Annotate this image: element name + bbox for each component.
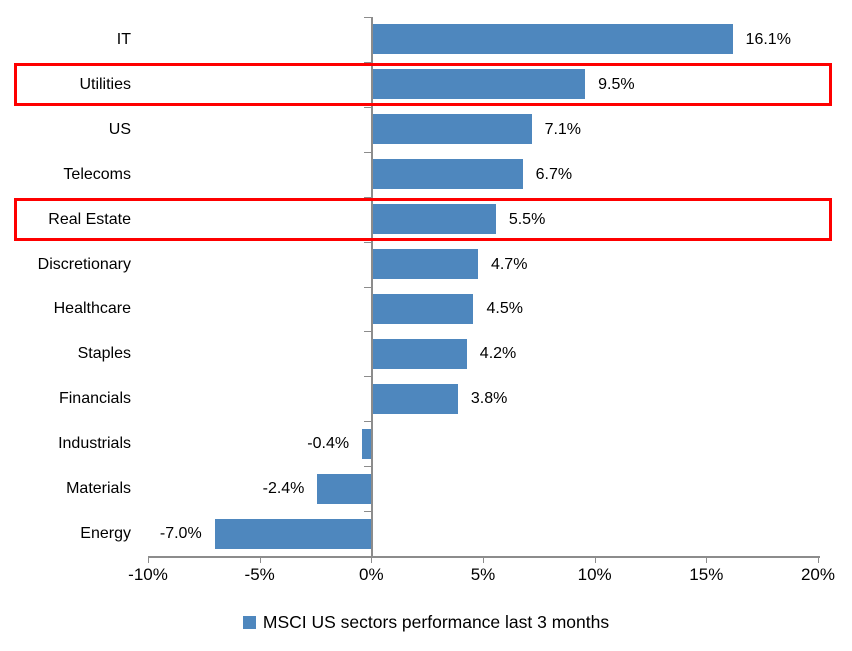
highlight-box-real-estate xyxy=(14,197,832,241)
category-label: Industrials xyxy=(58,435,131,453)
category-axis-tick xyxy=(364,331,371,332)
x-axis-tick-label: 20% xyxy=(800,565,835,584)
category-axis-tick xyxy=(364,511,371,512)
x-axis-tick xyxy=(817,556,819,563)
category-axis-tick xyxy=(364,17,371,18)
highlight-box-utilities xyxy=(14,62,832,106)
category-axis-tick xyxy=(364,242,371,243)
category-axis-tick xyxy=(364,556,371,557)
chart-legend: MSCI US sectors performance last 3 month… xyxy=(0,612,852,633)
legend-series-label: MSCI US sectors performance last 3 month… xyxy=(262,612,610,632)
category-axis-tick xyxy=(364,62,371,63)
value-label: -0.4% xyxy=(307,435,350,453)
x-axis-tick xyxy=(148,556,149,563)
x-axis-tick xyxy=(706,556,708,563)
value-label: 9.5% xyxy=(598,75,635,93)
bar xyxy=(317,473,371,504)
value-label: 16.1% xyxy=(745,30,791,48)
category-axis-tick xyxy=(364,197,371,198)
value-label: 7.1% xyxy=(544,120,582,138)
category-label: Staples xyxy=(77,345,131,363)
bar xyxy=(373,204,496,235)
bar xyxy=(214,518,371,549)
bar xyxy=(373,249,478,280)
y-axis-line xyxy=(371,17,373,558)
bar xyxy=(362,428,371,459)
category-label: Materials xyxy=(66,480,131,498)
category-axis-tick xyxy=(364,466,371,467)
value-label: -7.0% xyxy=(159,525,202,543)
category-label: Telecoms xyxy=(63,165,131,183)
x-axis-tick xyxy=(371,556,373,563)
x-axis-tick-label: -10% xyxy=(128,565,168,584)
value-label: 4.5% xyxy=(486,300,523,318)
category-label: Financials xyxy=(58,390,131,408)
x-axis-tick xyxy=(259,556,261,563)
category-label: Energy xyxy=(80,525,131,543)
bar xyxy=(373,293,474,324)
category-label: Healthcare xyxy=(53,300,131,318)
x-axis-tick xyxy=(482,556,484,563)
value-label: 4.7% xyxy=(490,255,528,273)
category-label: IT xyxy=(116,30,131,48)
category-label: US xyxy=(108,120,131,138)
value-label: 5.5% xyxy=(508,210,546,228)
category-axis-tick xyxy=(364,421,371,422)
bar xyxy=(373,114,532,145)
bar xyxy=(373,69,586,100)
value-label: 6.7% xyxy=(535,165,573,183)
value-label: 3.8% xyxy=(470,390,508,408)
category-label: Real Estate xyxy=(48,210,131,228)
value-label: 4.2% xyxy=(479,345,517,363)
bar xyxy=(373,338,467,369)
x-axis-line xyxy=(148,556,820,558)
x-axis-tick-label: 0% xyxy=(359,565,384,584)
bar xyxy=(373,24,733,55)
x-axis-tick-label: 5% xyxy=(470,565,496,584)
value-label: -2.4% xyxy=(262,480,305,498)
category-axis-tick xyxy=(364,152,371,153)
category-label: Discretionary xyxy=(37,255,131,273)
x-axis-tick-label: 10% xyxy=(577,565,612,584)
x-axis-tick-label: -5% xyxy=(244,565,275,584)
bar xyxy=(373,159,523,190)
x-axis-tick xyxy=(594,556,596,563)
bar xyxy=(373,383,458,414)
category-axis-tick xyxy=(364,107,371,108)
category-label: Utilities xyxy=(79,75,131,93)
category-axis-tick xyxy=(364,287,371,288)
x-axis-tick-label: 15% xyxy=(689,565,724,584)
legend-series-marker xyxy=(242,616,256,629)
category-axis-tick xyxy=(364,376,371,377)
